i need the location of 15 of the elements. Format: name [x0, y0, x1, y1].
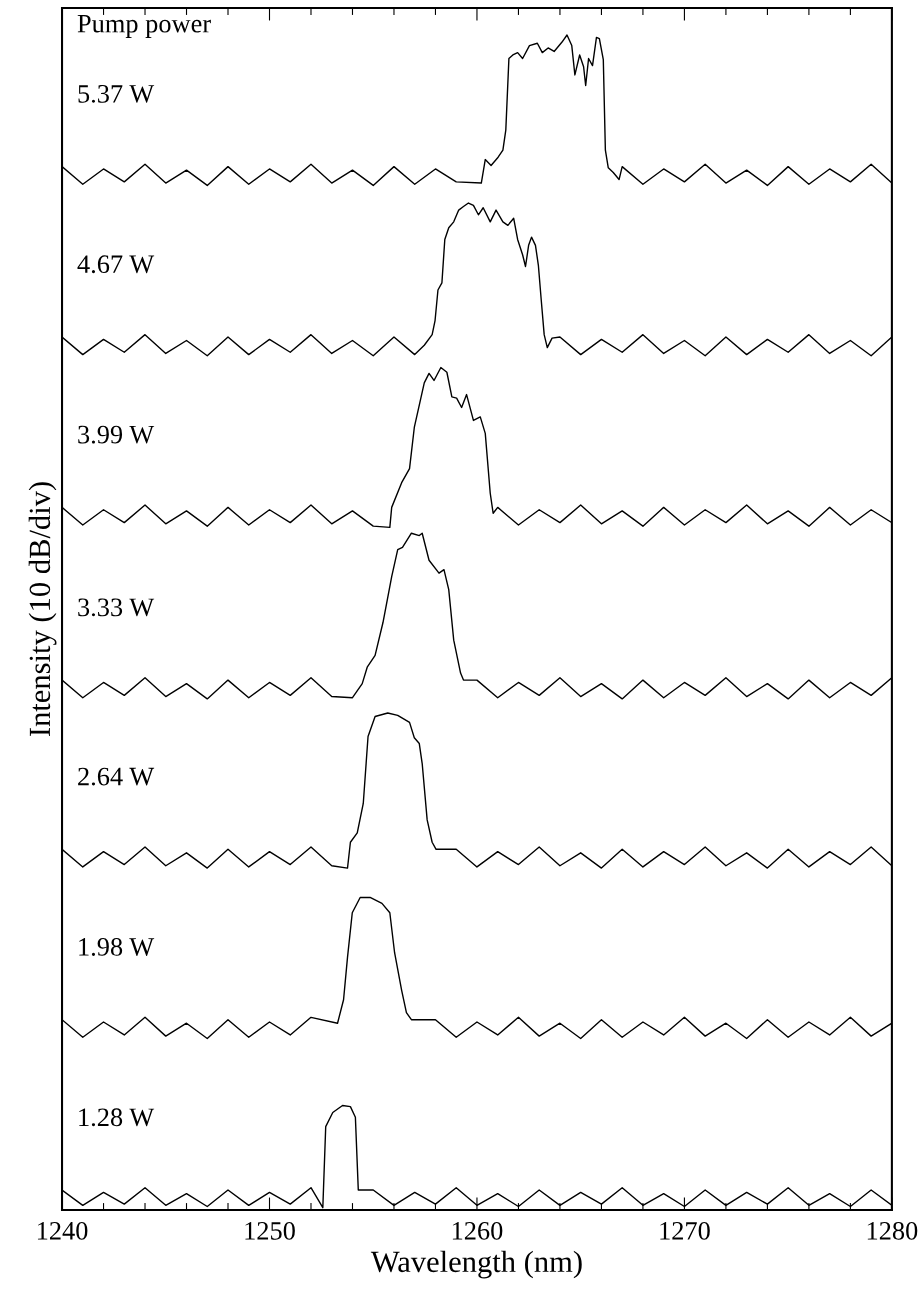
x-tick-label: 1260 [452, 1221, 503, 1240]
x-tick-label: 1270 [660, 1221, 710, 1240]
x-tick-label: 1280 [867, 1221, 918, 1240]
x-tick-label: 1250 [245, 1221, 295, 1240]
text: 3.33 W [78, 598, 155, 617]
text: 1.28 W [79, 1108, 155, 1127]
y-axis-title: Intensity (10 dB/div) [28, 482, 57, 737]
x-tick-label: 1240 [37, 1221, 88, 1240]
text: 2.64 W [78, 767, 155, 786]
annotation: Pump power [77, 15, 211, 38]
text: 5.37 W [78, 84, 155, 103]
x-axis-title: Wavelength (nm) [370, 1250, 582, 1279]
text: 1.98 W [79, 937, 155, 956]
text: 3.99 W [78, 425, 155, 444]
text: 4.67 W [77, 255, 155, 274]
